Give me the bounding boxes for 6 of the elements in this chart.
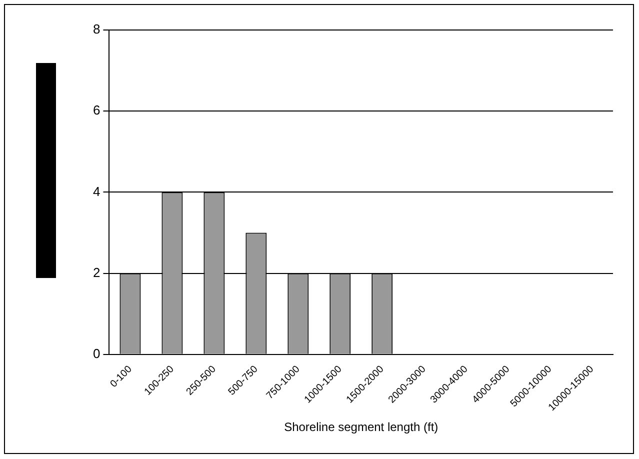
y-tick-label: 2: [92, 264, 100, 280]
x-axis-title: Shoreline segment length (ft): [284, 420, 438, 434]
y-tick-label: 8: [92, 22, 100, 37]
y-tick-label: 4: [92, 184, 100, 199]
y-tick-label: 0: [92, 346, 100, 362]
y-tick-label: 6: [92, 102, 100, 118]
